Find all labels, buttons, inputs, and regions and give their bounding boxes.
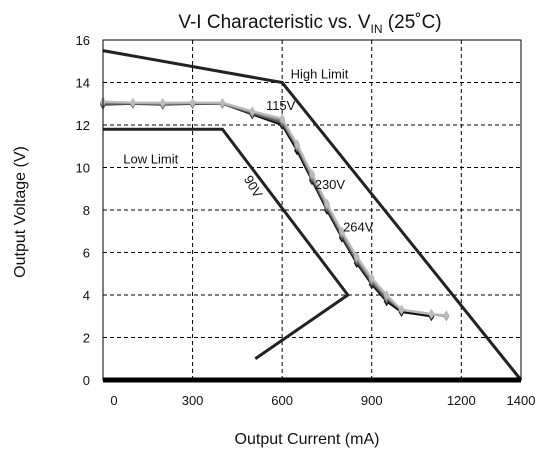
annotation-low-limit: Low Limit [123, 151, 178, 166]
series-point-264v-1 [129, 97, 136, 108]
chart-title-main: V-I Characteristic vs. V [178, 12, 370, 33]
annotation-text-2: 115V [266, 98, 296, 113]
annotation-264v: 264V [343, 219, 374, 234]
annotation-90v: 90V [241, 173, 266, 201]
annotation-115v: 115V [266, 98, 296, 113]
plot-border [102, 39, 522, 381]
limit-lines [102, 49, 523, 381]
x-tick-label-0: 0 [110, 393, 117, 408]
annotation-text-4: 230V [315, 177, 346, 192]
x-tick-labels: 0 300 600 900 1200 1400 [110, 393, 535, 408]
y-tick-label-6: 12 [76, 118, 90, 133]
chart-title: V-I Characteristic vs. VIN (25˚C) [178, 12, 441, 36]
series-point-264v-12 [368, 273, 375, 283]
x-tick-label-5: 1400 [507, 393, 536, 408]
series-point-264v-8 [309, 168, 315, 179]
series-point-264v-11 [353, 251, 360, 262]
x-tick-label-2: 600 [271, 393, 293, 408]
annotation-text-5: 264V [343, 219, 374, 234]
x-axis-label: Output Current (mA) [235, 431, 380, 448]
x-tick-label-3: 900 [361, 393, 383, 408]
annotation-230v: 230V [315, 177, 346, 192]
y-tick-label-4: 8 [83, 203, 90, 218]
annotation-text-3: 90V [241, 173, 266, 201]
annotations: High Limit Low Limit 115V 90V 230V 264V [123, 66, 373, 234]
series-point-264v-6 [279, 113, 286, 124]
series-point-264v-16 [443, 310, 450, 321]
series-230v [100, 97, 450, 322]
annotation-text-1: Low Limit [123, 151, 178, 166]
annotation-high-limit: High Limit [291, 66, 349, 81]
chart-title-subscript: IN [371, 22, 383, 36]
series-line-264v [102, 100, 447, 317]
y-tick-label-0: 0 [83, 373, 90, 388]
series-point-264v-4 [219, 97, 226, 108]
annotation-text-0: High Limit [291, 66, 349, 81]
y-axis-label: Output Voltage (V) [12, 146, 29, 278]
high-limit-line [102, 49, 523, 381]
y-tick-label-2: 4 [83, 288, 90, 303]
series-point-264v-9 [323, 198, 330, 209]
y-tick-label-3: 6 [83, 246, 90, 261]
series-point-264v-7 [294, 139, 301, 150]
y-tick-label-7: 14 [76, 76, 90, 91]
series-point-264v-13 [383, 290, 390, 300]
plot-frame [102, 39, 522, 383]
grid [103, 40, 521, 380]
series-line-230v [103, 101, 447, 318]
series-point-264v-10 [338, 226, 345, 237]
series-point-264v-2 [159, 97, 166, 108]
series-point-264v-14 [398, 304, 405, 315]
y-tick-labels: 0 2 4 6 8 10 12 14 16 [76, 33, 90, 388]
x-tick-label-1: 300 [182, 393, 204, 408]
y-tick-label-8: 16 [76, 33, 90, 48]
y-tick-label-5: 10 [76, 161, 90, 176]
y-tick-label-1: 2 [83, 331, 90, 346]
series-point-264v-3 [189, 97, 196, 108]
x-tick-label-4: 1200 [447, 393, 476, 408]
chart-title-suffix: (25˚C) [383, 12, 442, 33]
series-point-264v-5 [249, 106, 256, 117]
series-point-264v-15 [428, 309, 435, 320]
series-lines [100, 96, 450, 322]
series-264v [100, 96, 450, 321]
low-limit-line [103, 127, 350, 360]
